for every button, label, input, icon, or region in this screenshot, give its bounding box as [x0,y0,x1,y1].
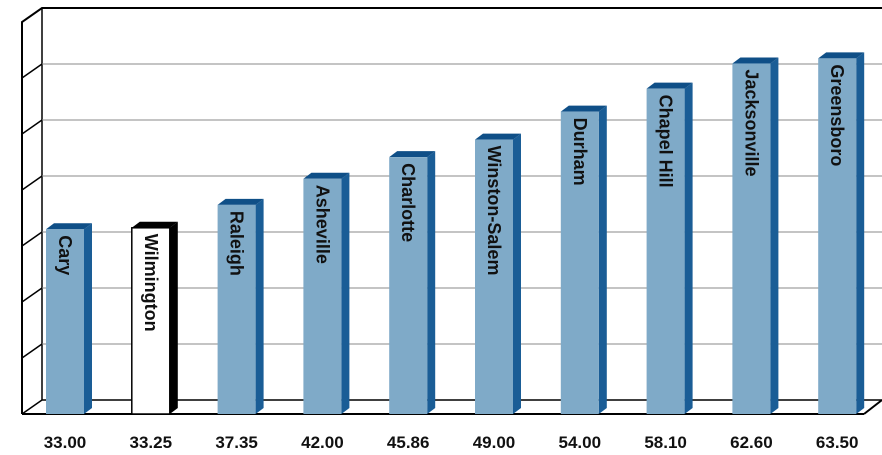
bar-label: Wilmington [141,234,161,332]
value-label: 63.50 [816,433,859,452]
bar-top [46,223,92,230]
bar-side [684,82,693,414]
bar-label: Cary [55,235,75,275]
y-tick [21,175,43,191]
bar-front [646,88,685,414]
value-labels: 33.00 33.25 37.35 42.00 45.86 49.00 54.00 58.10… [44,433,859,452]
bar-top [217,198,264,205]
bar-label: Asheville [312,185,332,264]
value-label: 54.00 [559,433,602,452]
bar [389,151,436,414]
bar-labels: Cary Wilmington Raleigh Asheville Charlotte W… [55,64,847,331]
bar-label: Winston-Salem [484,146,504,276]
bar-side [427,151,436,414]
bar-front [818,58,857,415]
value-label: 33.25 [130,433,173,452]
bar-front [303,178,342,414]
bar-front [389,157,428,414]
y-tick [21,343,43,359]
bar-label: Jacksonville [741,69,761,176]
bar-side [341,172,350,414]
bar [131,221,178,415]
bar-label: Greensboro [827,64,847,166]
bar-side [598,105,607,414]
value-label: 45.86 [387,433,430,452]
bar-side [513,133,521,414]
bars [46,52,865,415]
bar-label: Raleigh [227,211,247,276]
bar [303,172,350,414]
bar-front [217,204,256,414]
bar-label: Durham [570,118,590,186]
bar-front [131,227,171,415]
bar [475,133,521,414]
bar-side [84,223,92,414]
bar-side [255,198,264,414]
bar-top [732,57,779,64]
bar-front [560,111,599,414]
bar-top [646,82,693,89]
bar-label: Chapel Hill [656,95,676,188]
value-label: 49.00 [473,433,516,452]
bar [560,105,607,414]
value-label: 42.00 [301,433,344,452]
bar-side [770,57,779,414]
bar-top [475,133,521,140]
bar-top [389,151,436,158]
value-label: 62.60 [730,433,773,452]
plot-frame-top-left [21,7,882,414]
bar-top [303,172,350,179]
bar-label: Charlotte [398,163,418,242]
bar [818,52,865,415]
bar-front [732,63,771,414]
floor-right-edge [863,399,882,415]
bar-front [475,139,513,414]
bar-top [131,221,178,228]
y-tick [21,119,43,135]
bar [646,82,693,414]
bar-side [856,52,865,415]
bar-top [560,105,607,112]
bar [46,223,92,414]
value-label: 58.10 [644,433,687,452]
y-tick [21,287,43,303]
y-tick [21,63,43,79]
bar [217,198,264,414]
value-label: 33.00 [44,433,87,452]
bar-top [818,52,865,59]
bar [732,57,779,414]
bar-side [169,221,178,414]
bar-front [46,229,84,414]
value-label: 37.35 [215,433,258,452]
y-tick [21,231,43,247]
